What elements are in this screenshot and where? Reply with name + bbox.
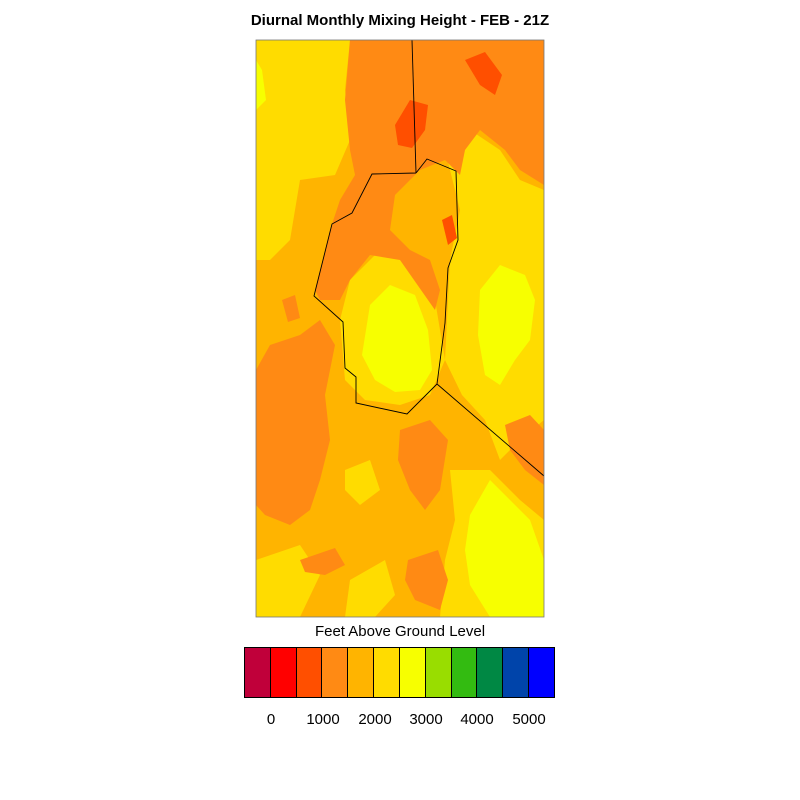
boundary-line-north	[411, 40, 417, 174]
contour-darkorange-north	[315, 40, 544, 310]
colorbar-tick-label: 2000	[358, 711, 392, 728]
colorbar-box	[295, 647, 323, 698]
contour-yellow-south	[465, 480, 544, 617]
contour-yellow-center	[362, 285, 432, 392]
colorbar-tick-label: 5000	[512, 711, 546, 728]
contour-gold-nw	[256, 40, 350, 260]
colorbar	[244, 647, 555, 698]
colorbar-tick-label: 4000	[460, 711, 494, 728]
colorbar-box	[398, 647, 426, 698]
colorbar-box	[476, 647, 504, 698]
contour-darkorange-se	[398, 420, 448, 510]
colorbar-box	[244, 647, 271, 698]
map-frame	[255, 39, 545, 618]
contour-gold-patch	[345, 460, 380, 505]
contour-gold-sw2	[345, 560, 395, 617]
colorbar-box	[424, 647, 452, 698]
colorbar-box	[450, 647, 478, 698]
contour-darkorange-west	[256, 320, 335, 525]
colorbar-box	[502, 647, 530, 698]
colorbar-box	[269, 647, 297, 698]
contour-yellow-nw	[256, 60, 266, 110]
contour-fill-layer	[256, 40, 544, 617]
contour-yellow-east	[478, 265, 535, 385]
colorbar-tick-label: 3000	[409, 711, 443, 728]
contour-darkorange-w2	[300, 548, 345, 575]
colorbar-tick-label: 0	[266, 711, 276, 728]
contour-darkorange-patch	[282, 295, 300, 322]
colorbar-box	[373, 647, 400, 698]
boundary-line-southeast	[436, 383, 544, 477]
colorbar-box	[347, 647, 375, 698]
contour-redorange-north	[395, 100, 428, 148]
colorbar-title: Feet Above Ground Level	[314, 623, 486, 640]
contour-redorange-ne	[465, 52, 502, 95]
colorbar-box	[321, 647, 349, 698]
contour-redorange-center	[442, 215, 457, 245]
contour-darkorange-s	[405, 550, 448, 610]
colorbar-tick-label: 1000	[306, 711, 340, 728]
boundary-outline	[313, 158, 459, 415]
map-title: Diurnal Monthly Mixing Height - FEB - 21…	[250, 12, 550, 29]
colorbar-box	[528, 647, 555, 698]
